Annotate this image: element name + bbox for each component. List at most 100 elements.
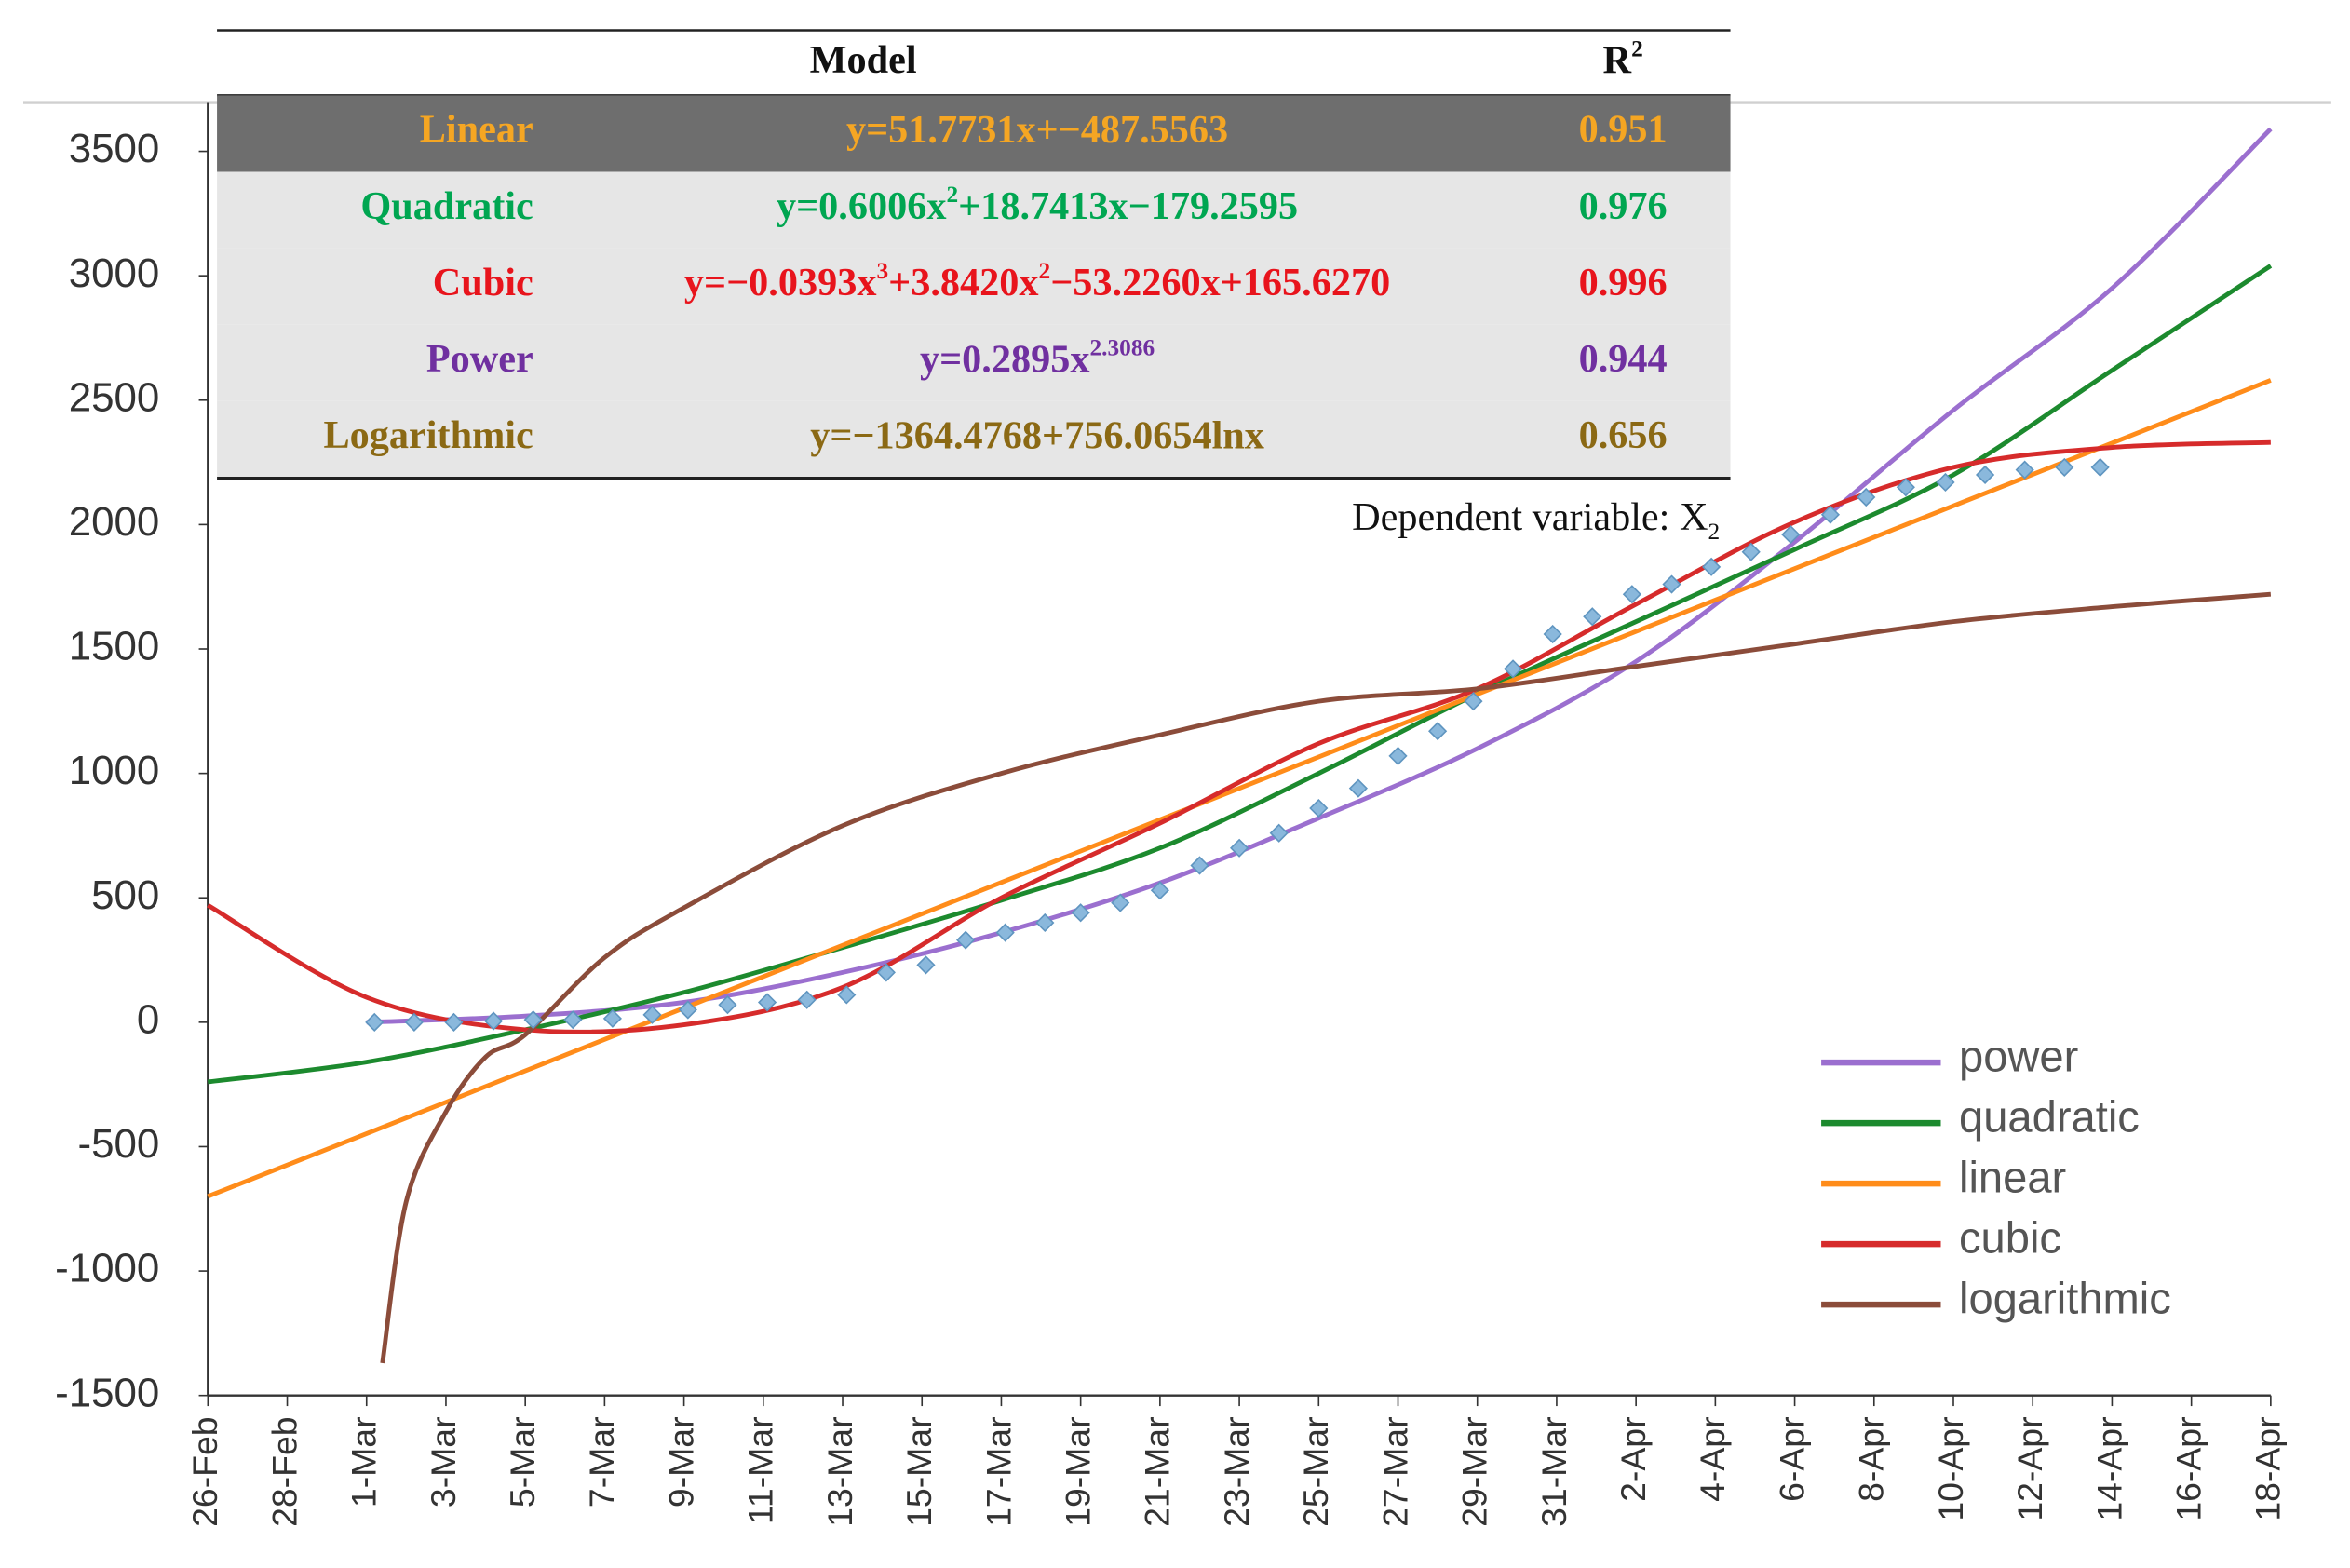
x-tick-label: 31-Mar (1534, 1416, 1573, 1526)
x-tick-label: 1-Mar (344, 1416, 384, 1507)
data-point (602, 1008, 622, 1028)
data-point (916, 955, 936, 975)
equation: y=51.7731x+−487.5563 (846, 108, 1228, 152)
x-tick-label: 8-Apr (1852, 1416, 1891, 1501)
x-tick-label: 28-Feb (264, 1416, 304, 1526)
data-point (1583, 607, 1602, 627)
r2-value: 0.944 (1579, 337, 1668, 381)
table-row-bg (217, 324, 1731, 401)
data-point (1190, 856, 1209, 875)
x-tick-label: 21-Mar (1138, 1416, 1177, 1526)
data-point (563, 1010, 583, 1030)
data-point (2055, 457, 2074, 478)
data-point (1503, 659, 1523, 679)
data-point (1543, 624, 1562, 644)
equation: y=−0.0393x3+3.8420x2−53.2260x+165.6270 (684, 258, 1390, 304)
fit-line (366, 127, 2273, 1025)
x-tick-label: 16-Apr (2169, 1416, 2208, 1521)
fit-line (207, 439, 2271, 1034)
x-tick-label: 12-Apr (2010, 1416, 2049, 1521)
data-point (1150, 881, 1169, 900)
data-point (678, 1000, 697, 1020)
y-tick-label: 2000 (69, 499, 160, 545)
x-tick-label: 7-Mar (582, 1416, 621, 1507)
r2-value: 0.976 (1579, 184, 1668, 228)
data-point (718, 995, 737, 1015)
x-tick-label: 3-Mar (424, 1416, 463, 1507)
data-point (995, 923, 1015, 942)
text-part: y=−0.0393x (684, 261, 877, 304)
x-tick-label: 9-Mar (661, 1416, 700, 1507)
model-name: Linear (420, 108, 533, 152)
x-tick-label: 27-Mar (1375, 1416, 1414, 1526)
x-tick-label: 26-Feb (185, 1416, 224, 1526)
table-row-bg (217, 95, 1731, 172)
legend-label: cubic (1959, 1212, 2061, 1262)
equation: y=0.6006x2+18.7413x−179.2595 (777, 182, 1298, 228)
supscript: 2 (1039, 258, 1051, 284)
data-point (365, 1012, 385, 1032)
data-point (444, 1012, 464, 1032)
data-point (956, 930, 976, 950)
text-part: +18.7413x−179.2595 (958, 184, 1298, 228)
legend-label: quadratic (1959, 1091, 2140, 1141)
supscript: 2 (1631, 35, 1643, 61)
model-name: Cubic (433, 261, 533, 304)
model-name: Power (426, 337, 533, 381)
data-point (1035, 912, 1055, 933)
y-tick-label: 1500 (69, 624, 160, 669)
legend-label: linear (1959, 1152, 2066, 1201)
supscript: 3 (876, 258, 888, 284)
y-tick-label: 3500 (69, 126, 160, 171)
table-header: Model (810, 38, 917, 82)
data-point (1896, 478, 1915, 497)
model-name: Logarithmic (323, 413, 533, 457)
equation: y=−1364.4768+756.0654lnx (810, 413, 1264, 457)
text-part: y=0.6006x (777, 184, 947, 228)
x-tick-label: 29-Mar (1455, 1416, 1494, 1526)
data-point (1229, 838, 1249, 858)
data-point (523, 1010, 543, 1030)
data-point (2015, 460, 2034, 480)
x-tick-label: 18-Apr (2249, 1416, 2288, 1521)
x-tick-label: 4-Apr (1693, 1416, 1732, 1501)
x-tick-label: 23-Mar (1217, 1416, 1256, 1526)
x-tick-label: 19-Mar (1059, 1416, 1098, 1526)
x-tick-label: 17-Mar (979, 1416, 1018, 1526)
x-tick-label: 10-Apr (1931, 1416, 1970, 1521)
data-point (642, 1005, 662, 1024)
y-tick-label: -1000 (55, 1246, 159, 1291)
data-point (1741, 542, 1761, 561)
data-point (1936, 472, 1955, 493)
y-tick-label: -1500 (55, 1370, 159, 1415)
data-point (2090, 457, 2110, 478)
data-point (1428, 722, 1448, 741)
text-part: R (1603, 38, 1632, 82)
data-point (1071, 903, 1090, 923)
table-row-bg (217, 171, 1731, 249)
x-tick-label: 2-Apr (1614, 1416, 1653, 1501)
table-row-bg (217, 248, 1731, 325)
table-header: R2 (1603, 35, 1643, 82)
data-point (1388, 746, 1408, 766)
data-point (1702, 557, 1722, 576)
model-name: Quadratic (360, 184, 533, 228)
y-tick-label: 2500 (69, 374, 160, 420)
supscript: 2.3086 (1089, 334, 1155, 360)
x-tick-label: 13-Mar (820, 1416, 859, 1526)
r2-value: 0.951 (1579, 108, 1668, 152)
data-point (837, 985, 857, 1005)
r2-value: 0.996 (1579, 261, 1668, 304)
y-tick-label: 3000 (69, 250, 160, 296)
equation: y=0.2895x2.3086 (920, 334, 1155, 381)
x-tick-label: 6-Apr (1772, 1416, 1811, 1501)
subscript: 2 (1708, 519, 1721, 545)
text-part: Dependent variable: X (1352, 495, 1708, 539)
legend-label: logarithmic (1959, 1273, 2171, 1322)
data-point (1975, 465, 1995, 485)
data-point (1464, 692, 1483, 711)
table-row-bg (217, 400, 1731, 478)
text-part: −53.2260x+165.6270 (1050, 261, 1390, 304)
data-point (1857, 487, 1876, 507)
